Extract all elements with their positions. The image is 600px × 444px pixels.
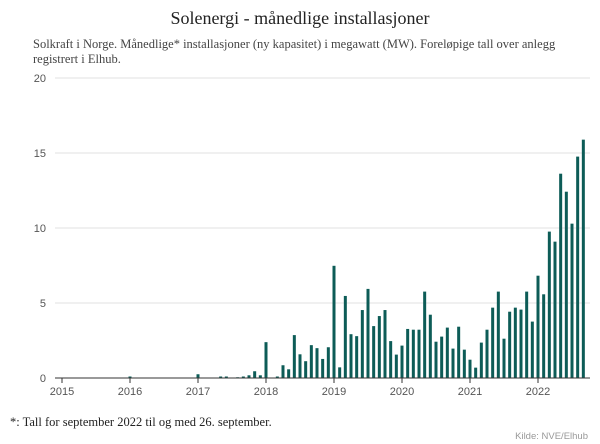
- bar-2020-3: [411, 329, 415, 378]
- x-tick-label: 2015: [50, 386, 74, 398]
- bar-2019-3: [343, 295, 347, 378]
- bar-2022-9: [581, 139, 585, 378]
- bar-2021-7: [502, 338, 506, 378]
- bar-2022-1: [536, 275, 540, 378]
- bar-2018-5: [287, 369, 291, 378]
- bar-2020-12: [462, 349, 466, 378]
- bar-2017-1: [196, 374, 200, 378]
- bar-2022-2: [542, 294, 546, 378]
- bar-2020-8: [440, 336, 444, 378]
- bar-2016-1: [128, 376, 132, 378]
- bar-2021-12: [530, 321, 534, 378]
- bar-2022-4: [553, 241, 557, 378]
- bar-2020-4: [417, 329, 421, 378]
- bar-2022-5: [559, 173, 563, 378]
- bar-2017-6: [224, 376, 228, 378]
- footnote: *: Tall for september 2022 til og med 26…: [10, 415, 272, 429]
- bar-2018-7: [298, 354, 302, 378]
- bar-2019-6: [360, 310, 364, 378]
- chart-title: Solenergi - månedlige installasjoner: [170, 8, 430, 28]
- bar-2021-4: [485, 329, 489, 378]
- bar-2022-3: [547, 231, 551, 378]
- bar-2021-2: [474, 367, 478, 378]
- bar-2017-9: [241, 376, 245, 378]
- bar-2020-1: [400, 345, 404, 378]
- bar-2020-9: [445, 327, 449, 378]
- bar-2022-6: [564, 191, 568, 378]
- bar-2019-1: [332, 265, 336, 378]
- bar-2022-7: [570, 223, 574, 378]
- y-tick-label: 15: [34, 148, 46, 160]
- bar-2018-10: [315, 348, 319, 378]
- bar-2017-5: [219, 376, 223, 378]
- bar-2019-5: [355, 336, 359, 378]
- bar-2018-11: [321, 358, 325, 378]
- bar-2020-6: [428, 314, 432, 378]
- x-tick-label: 2019: [322, 386, 346, 398]
- bar-2017-12: [258, 375, 262, 378]
- x-tick-label: 2022: [526, 386, 550, 398]
- bar-2018-1: [264, 342, 268, 378]
- bar-2019-8: [372, 326, 376, 378]
- y-tick-label: 20: [34, 73, 46, 85]
- bar-2020-11: [457, 326, 461, 378]
- x-tick-label: 2016: [118, 386, 142, 398]
- bar-2019-9: [377, 316, 381, 378]
- bar-2021-5: [491, 307, 495, 378]
- bar-2018-12: [326, 347, 330, 378]
- y-tick-label: 10: [34, 223, 46, 235]
- bar-2021-1: [468, 359, 472, 378]
- bar-2020-5: [423, 291, 427, 378]
- bar-2022-8: [576, 156, 580, 378]
- bar-2018-4: [281, 365, 285, 378]
- bar-2018-3: [275, 376, 279, 378]
- x-tick-label: 2017: [186, 386, 210, 398]
- bar-2019-7: [366, 288, 370, 378]
- bar-2019-4: [349, 334, 353, 378]
- bar-2020-2: [406, 328, 410, 378]
- x-tick-label: 2020: [390, 386, 414, 398]
- x-tick-label: 2021: [458, 386, 482, 398]
- source-credit: Kilde: NVE/Elhub: [515, 431, 588, 442]
- bar-2019-11: [389, 341, 393, 378]
- bar-2021-11: [525, 291, 529, 378]
- bar-2018-9: [309, 345, 313, 378]
- bar-2017-11: [253, 371, 257, 378]
- bar-2017-10: [247, 375, 251, 378]
- y-tick-label: 5: [40, 298, 46, 310]
- bar-2020-7: [434, 341, 438, 378]
- bar-2019-10: [383, 310, 387, 378]
- bar-2021-6: [496, 291, 500, 378]
- bar-2021-8: [508, 311, 512, 378]
- x-tick-label: 2018: [254, 386, 278, 398]
- y-tick-label: 0: [40, 373, 46, 385]
- bar-2021-3: [479, 342, 483, 378]
- bar-2021-10: [519, 309, 523, 378]
- bar-2019-12: [394, 354, 398, 378]
- bar-2018-8: [304, 361, 308, 378]
- bar-2019-2: [338, 367, 342, 378]
- bar-2020-10: [451, 348, 455, 378]
- bar-2018-6: [292, 335, 296, 378]
- bar-2021-9: [513, 307, 517, 378]
- chart-subtitle: Solkraft i Norge. Månedlige* installasjo…: [33, 37, 556, 66]
